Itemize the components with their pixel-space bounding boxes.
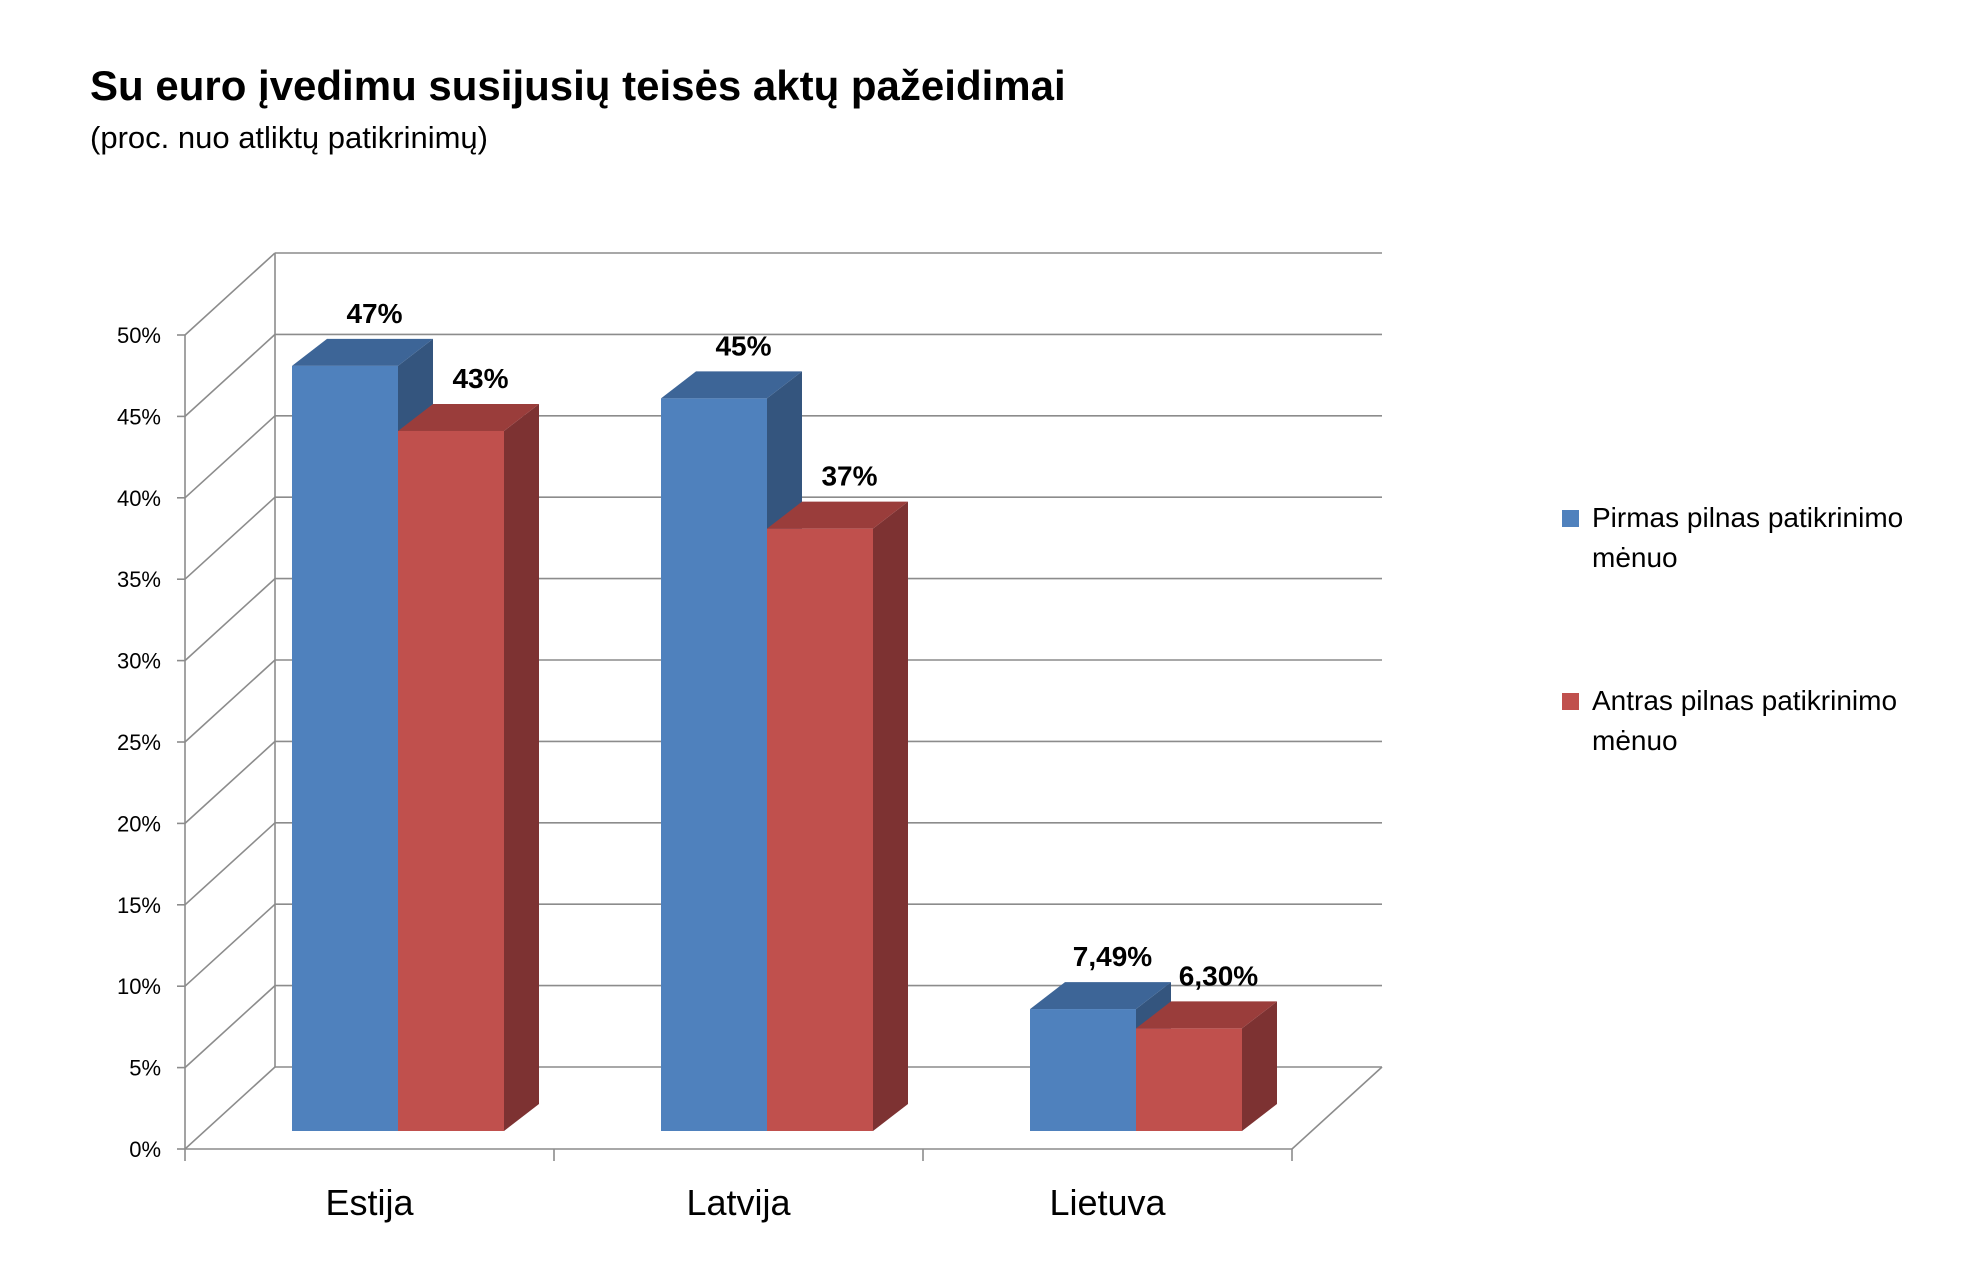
gridline-diagonal: [184, 496, 276, 580]
bar-top: [661, 371, 802, 399]
bar-front: [661, 398, 767, 1131]
bar-top: [1136, 1001, 1277, 1029]
gridline-diagonal: [184, 333, 276, 417]
gridline-diagonal: [184, 415, 276, 499]
gridline-diagonal: [184, 1066, 276, 1150]
gridline-diagonal: [184, 659, 276, 743]
gridline-diagonal: [184, 822, 276, 906]
bar-front: [1136, 1028, 1242, 1131]
legend-swatch-series-1: [1562, 510, 1579, 527]
bar-top: [767, 501, 908, 529]
gridline-diagonal: [184, 985, 276, 1069]
data-label: 43%: [452, 363, 508, 394]
data-label: 7,49%: [1073, 941, 1152, 972]
bar-front: [398, 430, 504, 1132]
y-tick-label: 30%: [117, 649, 161, 674]
floor-right-edge: [1291, 1066, 1383, 1150]
bar-front: [767, 528, 873, 1131]
legend-label-series-1: Pirmas pilnas patikrinimo mėnuo: [1592, 502, 1904, 573]
y-tick-label: 25%: [117, 730, 161, 755]
legend-swatch-series-2: [1562, 693, 1579, 710]
bar-2-estija: [398, 403, 539, 1132]
chart-subtitle: (proc. nuo atliktų patikrinimų): [90, 120, 488, 155]
y-tick-label: 10%: [117, 974, 161, 999]
bar-front: [292, 365, 398, 1132]
legend-label-series-2: Antras pilnas patikrinimo mėnuo: [1592, 685, 1898, 756]
bar-side: [873, 501, 908, 1131]
y-tick-label: 35%: [117, 567, 161, 592]
y-tick-label: 5%: [129, 1056, 161, 1081]
gridline-diagonal: [184, 903, 276, 987]
data-label: 47%: [346, 298, 402, 329]
bar-side: [504, 403, 539, 1132]
y-tick-label: 15%: [117, 893, 161, 918]
bar-front: [1030, 1009, 1136, 1131]
gridline-diagonal: [184, 578, 276, 662]
y-tick-label: 20%: [117, 811, 161, 836]
x-tick-label: Estija: [325, 1182, 414, 1223]
data-label: 6,30%: [1179, 960, 1258, 991]
y-tick-label: 0%: [129, 1137, 161, 1162]
chart-title: Su euro įvedimu susijusių teisės aktų pa…: [90, 62, 1066, 109]
legend-item-series-1: Pirmas pilnas patikrinimo mėnuo: [1562, 498, 1962, 578]
data-label: 45%: [715, 330, 771, 361]
bar-2-latvija: [767, 501, 908, 1131]
y-tick-label: 45%: [117, 404, 161, 429]
bars-layer: [292, 338, 1277, 1132]
bar-top: [292, 338, 433, 366]
bar-top: [398, 403, 539, 431]
legend-item-series-2: Antras pilnas patikrinimo mėnuo: [1562, 681, 1962, 761]
x-tick-label: Latvija: [686, 1182, 791, 1223]
bar-side: [1242, 1001, 1277, 1131]
bar-2-lietuva: [1136, 1001, 1277, 1131]
x-tick-label: Lietuva: [1049, 1182, 1166, 1223]
gridline-diagonal: [184, 252, 276, 336]
labels-layer: 0% 5% 10% 15% 20% 25% 30% 35% 40% 45% 50% Estija Lat…: [117, 298, 1258, 1223]
y-tick-label: 50%: [117, 323, 161, 348]
bar-top: [1030, 982, 1171, 1010]
data-label: 37%: [821, 461, 877, 492]
y-tick-label: 40%: [117, 486, 161, 511]
gridline-diagonal: [184, 740, 276, 824]
